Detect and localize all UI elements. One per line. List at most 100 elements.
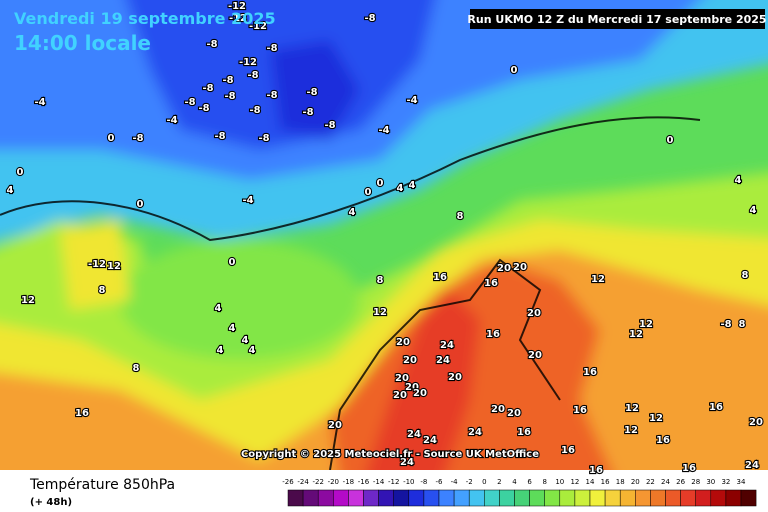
legend-tick-label: 30 (706, 478, 715, 486)
contour-label: 20 (527, 308, 541, 319)
legend-swatch (604, 489, 621, 507)
contour-label: 4 (397, 183, 404, 194)
legend-tick-label: -12 (388, 478, 399, 486)
legend-swatch (665, 489, 681, 507)
contour-label: -8 (324, 120, 335, 131)
legend-tick-label: 22 (646, 478, 655, 486)
contour-label: 12 (649, 413, 663, 424)
legend-swatch (393, 489, 410, 507)
legend-tick-label: 32 (721, 478, 730, 486)
contour-label: 12 (591, 274, 605, 285)
legend-swatch (423, 489, 440, 507)
run-box (470, 9, 765, 29)
legend-tick-label: -2 (466, 478, 473, 486)
legend-tick-label: -20 (328, 478, 339, 486)
legend-swatch (635, 489, 651, 507)
legend-tick-label: 0 (482, 478, 486, 486)
contour-label: -8 (302, 107, 313, 118)
legend-swatch (529, 489, 545, 507)
legend-tick-label: 14 (586, 478, 595, 486)
contour-label: 0 (17, 167, 24, 178)
contour-label: -4 (34, 97, 45, 108)
contour-label: -4 (406, 95, 417, 106)
legend-swatch (438, 489, 455, 507)
contour-label: 8 (99, 285, 106, 296)
contour-label: 24 (423, 435, 437, 446)
contour-label: -8 (202, 83, 213, 94)
contour-label: 20 (403, 355, 417, 366)
legend-swatch (559, 489, 576, 507)
legend-tick-label: 20 (631, 478, 640, 486)
contour-label: 20 (448, 372, 462, 383)
legend-swatch (408, 489, 425, 507)
contour-label: 8 (377, 275, 384, 286)
legend-tick-label: 12 (570, 478, 579, 486)
legend-swatch (287, 489, 304, 507)
legend-tick-label: -6 (436, 478, 444, 486)
legend-tick-label: -22 (312, 478, 323, 486)
temperature-field (0, 0, 768, 470)
legend-tick-label: 26 (676, 478, 685, 486)
contour-label: 4 (735, 175, 742, 186)
legend-tick-label: -10 (403, 478, 414, 486)
contour-label: -4 (378, 125, 389, 136)
contour-label: -8 (266, 90, 277, 101)
contour-label: -8 (266, 43, 277, 54)
contour-label: 0 (667, 135, 674, 146)
legend-swatch (333, 489, 349, 507)
footer-title: Température 850hPa (29, 477, 175, 493)
contour-label: 0 (137, 199, 144, 210)
contour-label: 16 (709, 402, 723, 413)
contour-label: 20 (749, 417, 763, 428)
contour-label: -8 (720, 319, 731, 330)
contour-label: 12 (107, 261, 121, 272)
legend-swatch (544, 489, 561, 507)
run-info: Run UKMO 12 Z du Mercredi 17 septembre 2… (467, 13, 766, 26)
contour-label: -8 (364, 13, 375, 24)
footer-lead: (+ 48h) (30, 497, 72, 508)
legend-tick-label: 2 (497, 478, 501, 486)
contour-label: -8 (249, 105, 260, 116)
contour-label: 24 (468, 427, 482, 438)
contour-label: 12 (629, 329, 643, 340)
legend-swatch (468, 489, 485, 507)
contour-label: -12 (88, 259, 106, 270)
legend-swatch (484, 489, 500, 507)
contour-label: 20 (328, 420, 342, 431)
contour-label: 16 (486, 329, 500, 340)
legend-swatch (740, 489, 757, 507)
legend: -26 -24 -22 -20 -18 -16 -14 -12 -10 -8 -6 -4 -2 0 2 4 6 8… (282, 478, 757, 507)
contour-label: 8 (457, 211, 464, 222)
contour-label: 16 (561, 445, 575, 456)
contour-label: -8 (247, 70, 258, 81)
legend-tick-label: -18 (343, 478, 354, 486)
contour-label: 16 (75, 408, 89, 419)
contour-label: 4 (249, 345, 256, 356)
legend-swatch (499, 489, 515, 507)
legend-swatch (725, 489, 742, 507)
contour-label: 16 (517, 427, 531, 438)
contour-label: 0 (108, 133, 115, 144)
contour-label: 4 (242, 335, 249, 346)
contour-label: 20 (393, 390, 407, 401)
contour-label: 20 (413, 388, 427, 399)
legend-tick-label: -24 (297, 478, 309, 486)
contour-label: 4 (349, 207, 356, 218)
contour-label: -8 (224, 91, 235, 102)
contour-label: 0 (229, 257, 236, 268)
contour-label: -8 (214, 131, 225, 142)
contour-label: -12 (239, 57, 257, 68)
legend-tick-label: 6 (527, 478, 532, 486)
contour-label: 12 (624, 425, 638, 436)
legend-swatch (378, 489, 394, 507)
contour-label: 20 (528, 350, 542, 361)
contour-label: 12 (21, 295, 35, 306)
contour-label: 16 (682, 463, 696, 474)
contour-label: 20 (405, 382, 419, 393)
legend-tick-label: -4 (451, 478, 459, 486)
contour-label: 20 (497, 263, 511, 274)
contour-label: -4 (242, 195, 253, 206)
legend-tick-label: -16 (358, 478, 370, 486)
contour-label: -12 (229, 13, 247, 24)
contour-label: 16 (484, 278, 498, 289)
